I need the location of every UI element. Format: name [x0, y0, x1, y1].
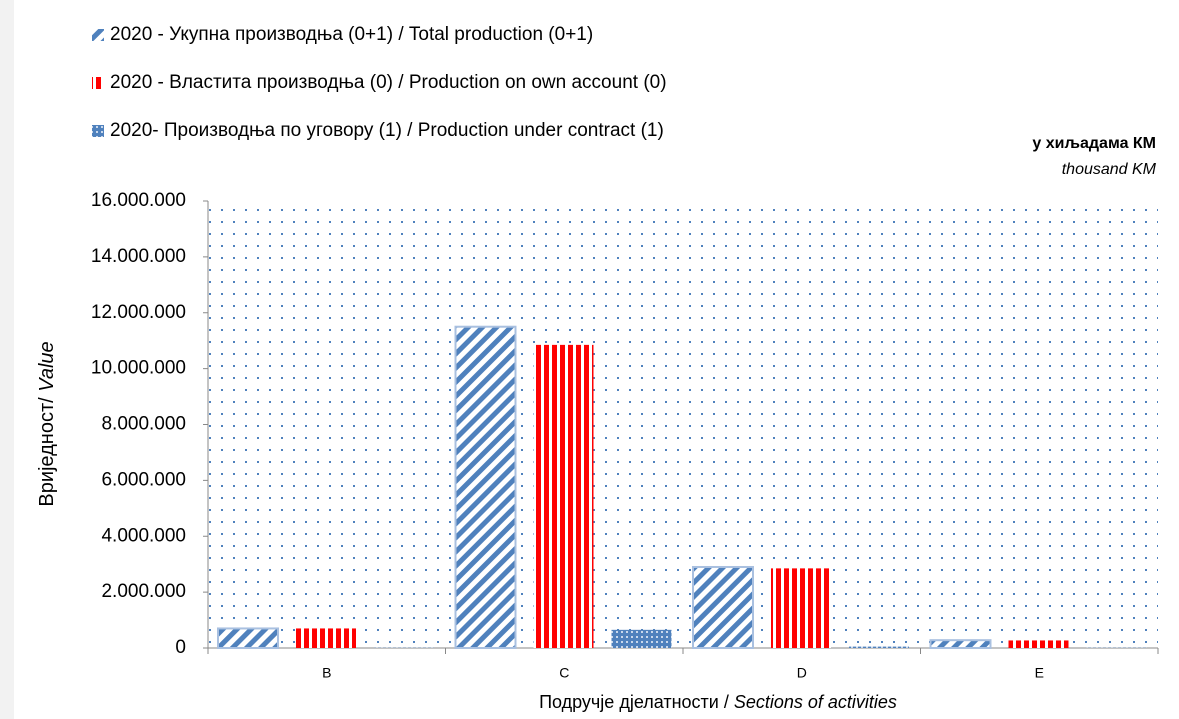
- legend-label: 2020 - Властита производња (0) / Product…: [110, 72, 667, 93]
- x-tick-label: B: [322, 665, 331, 681]
- y-tick-label: 8.000.000: [101, 414, 186, 435]
- y-tick-label: 2.000.000: [101, 581, 186, 602]
- bar: [454, 325, 517, 649]
- bar: [849, 646, 909, 648]
- x-tick-label: D: [797, 665, 807, 681]
- bar: [296, 628, 356, 648]
- y-tick-label: 14.000.000: [91, 246, 186, 267]
- bar: [611, 629, 672, 648]
- legend-label: 2020- Производња по уговору (1) / Produc…: [110, 120, 664, 141]
- y-tick-label: 16.000.000: [91, 190, 186, 211]
- left-edge: [0, 0, 14, 719]
- legend-swatch: [92, 125, 104, 137]
- bar: [929, 639, 992, 649]
- legend-swatch: [92, 29, 104, 41]
- bar: [217, 627, 279, 649]
- bar: [533, 344, 594, 648]
- units-label: у хиљадама КМ: [1032, 135, 1156, 152]
- plot-area: [208, 201, 1158, 648]
- units-label: thousand KM: [1062, 161, 1157, 178]
- bar: [771, 568, 831, 648]
- y-tick-label: 6.000.000: [101, 469, 186, 490]
- y-tick-label: 4.000.000: [101, 525, 186, 546]
- legend-label: 2020 - Укупна производња (0+1) / Total p…: [110, 24, 593, 45]
- x-tick-label: E: [1035, 665, 1044, 681]
- x-tick-label: C: [559, 665, 569, 681]
- y-tick-label: 0: [175, 637, 186, 658]
- bar: [692, 565, 754, 650]
- x-axis-label: Подручје дјелатности / Sections of activ…: [539, 692, 897, 712]
- legend-swatch: [92, 77, 104, 89]
- y-tick-label: 12.000.000: [91, 302, 186, 323]
- bar: [1008, 640, 1069, 648]
- y-tick-label: 10.000.000: [91, 358, 186, 379]
- y-axis-label: Вриједност/ Value: [36, 341, 58, 506]
